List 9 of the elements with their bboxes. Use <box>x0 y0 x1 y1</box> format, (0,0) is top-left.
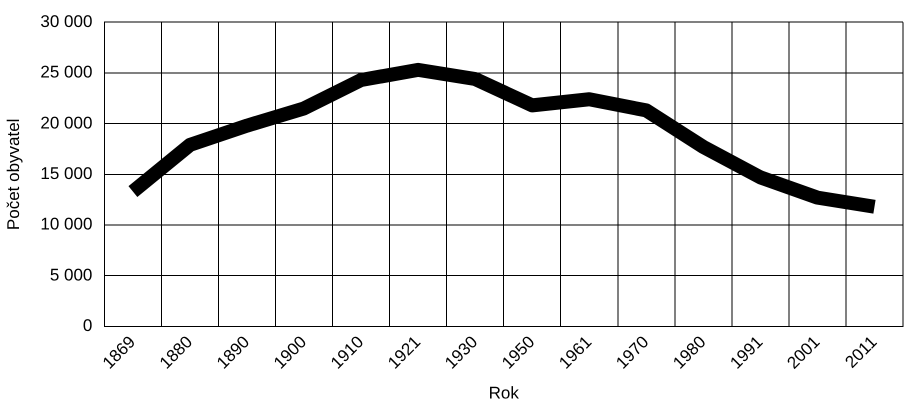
x-axis-title: Rok <box>488 383 520 402</box>
y-tick-label: 10 000 <box>40 214 92 234</box>
y-tick-label: 30 000 <box>40 12 92 31</box>
y-tick-label: 20 000 <box>40 113 92 132</box>
y-tick-label: 5 000 <box>50 265 92 284</box>
y-tick-label: 25 000 <box>40 62 92 82</box>
y-tick-label: 0 <box>82 316 92 336</box>
y-axis-title: Počet obyvatel <box>4 118 23 230</box>
y-tick-label: 15 000 <box>40 164 92 184</box>
